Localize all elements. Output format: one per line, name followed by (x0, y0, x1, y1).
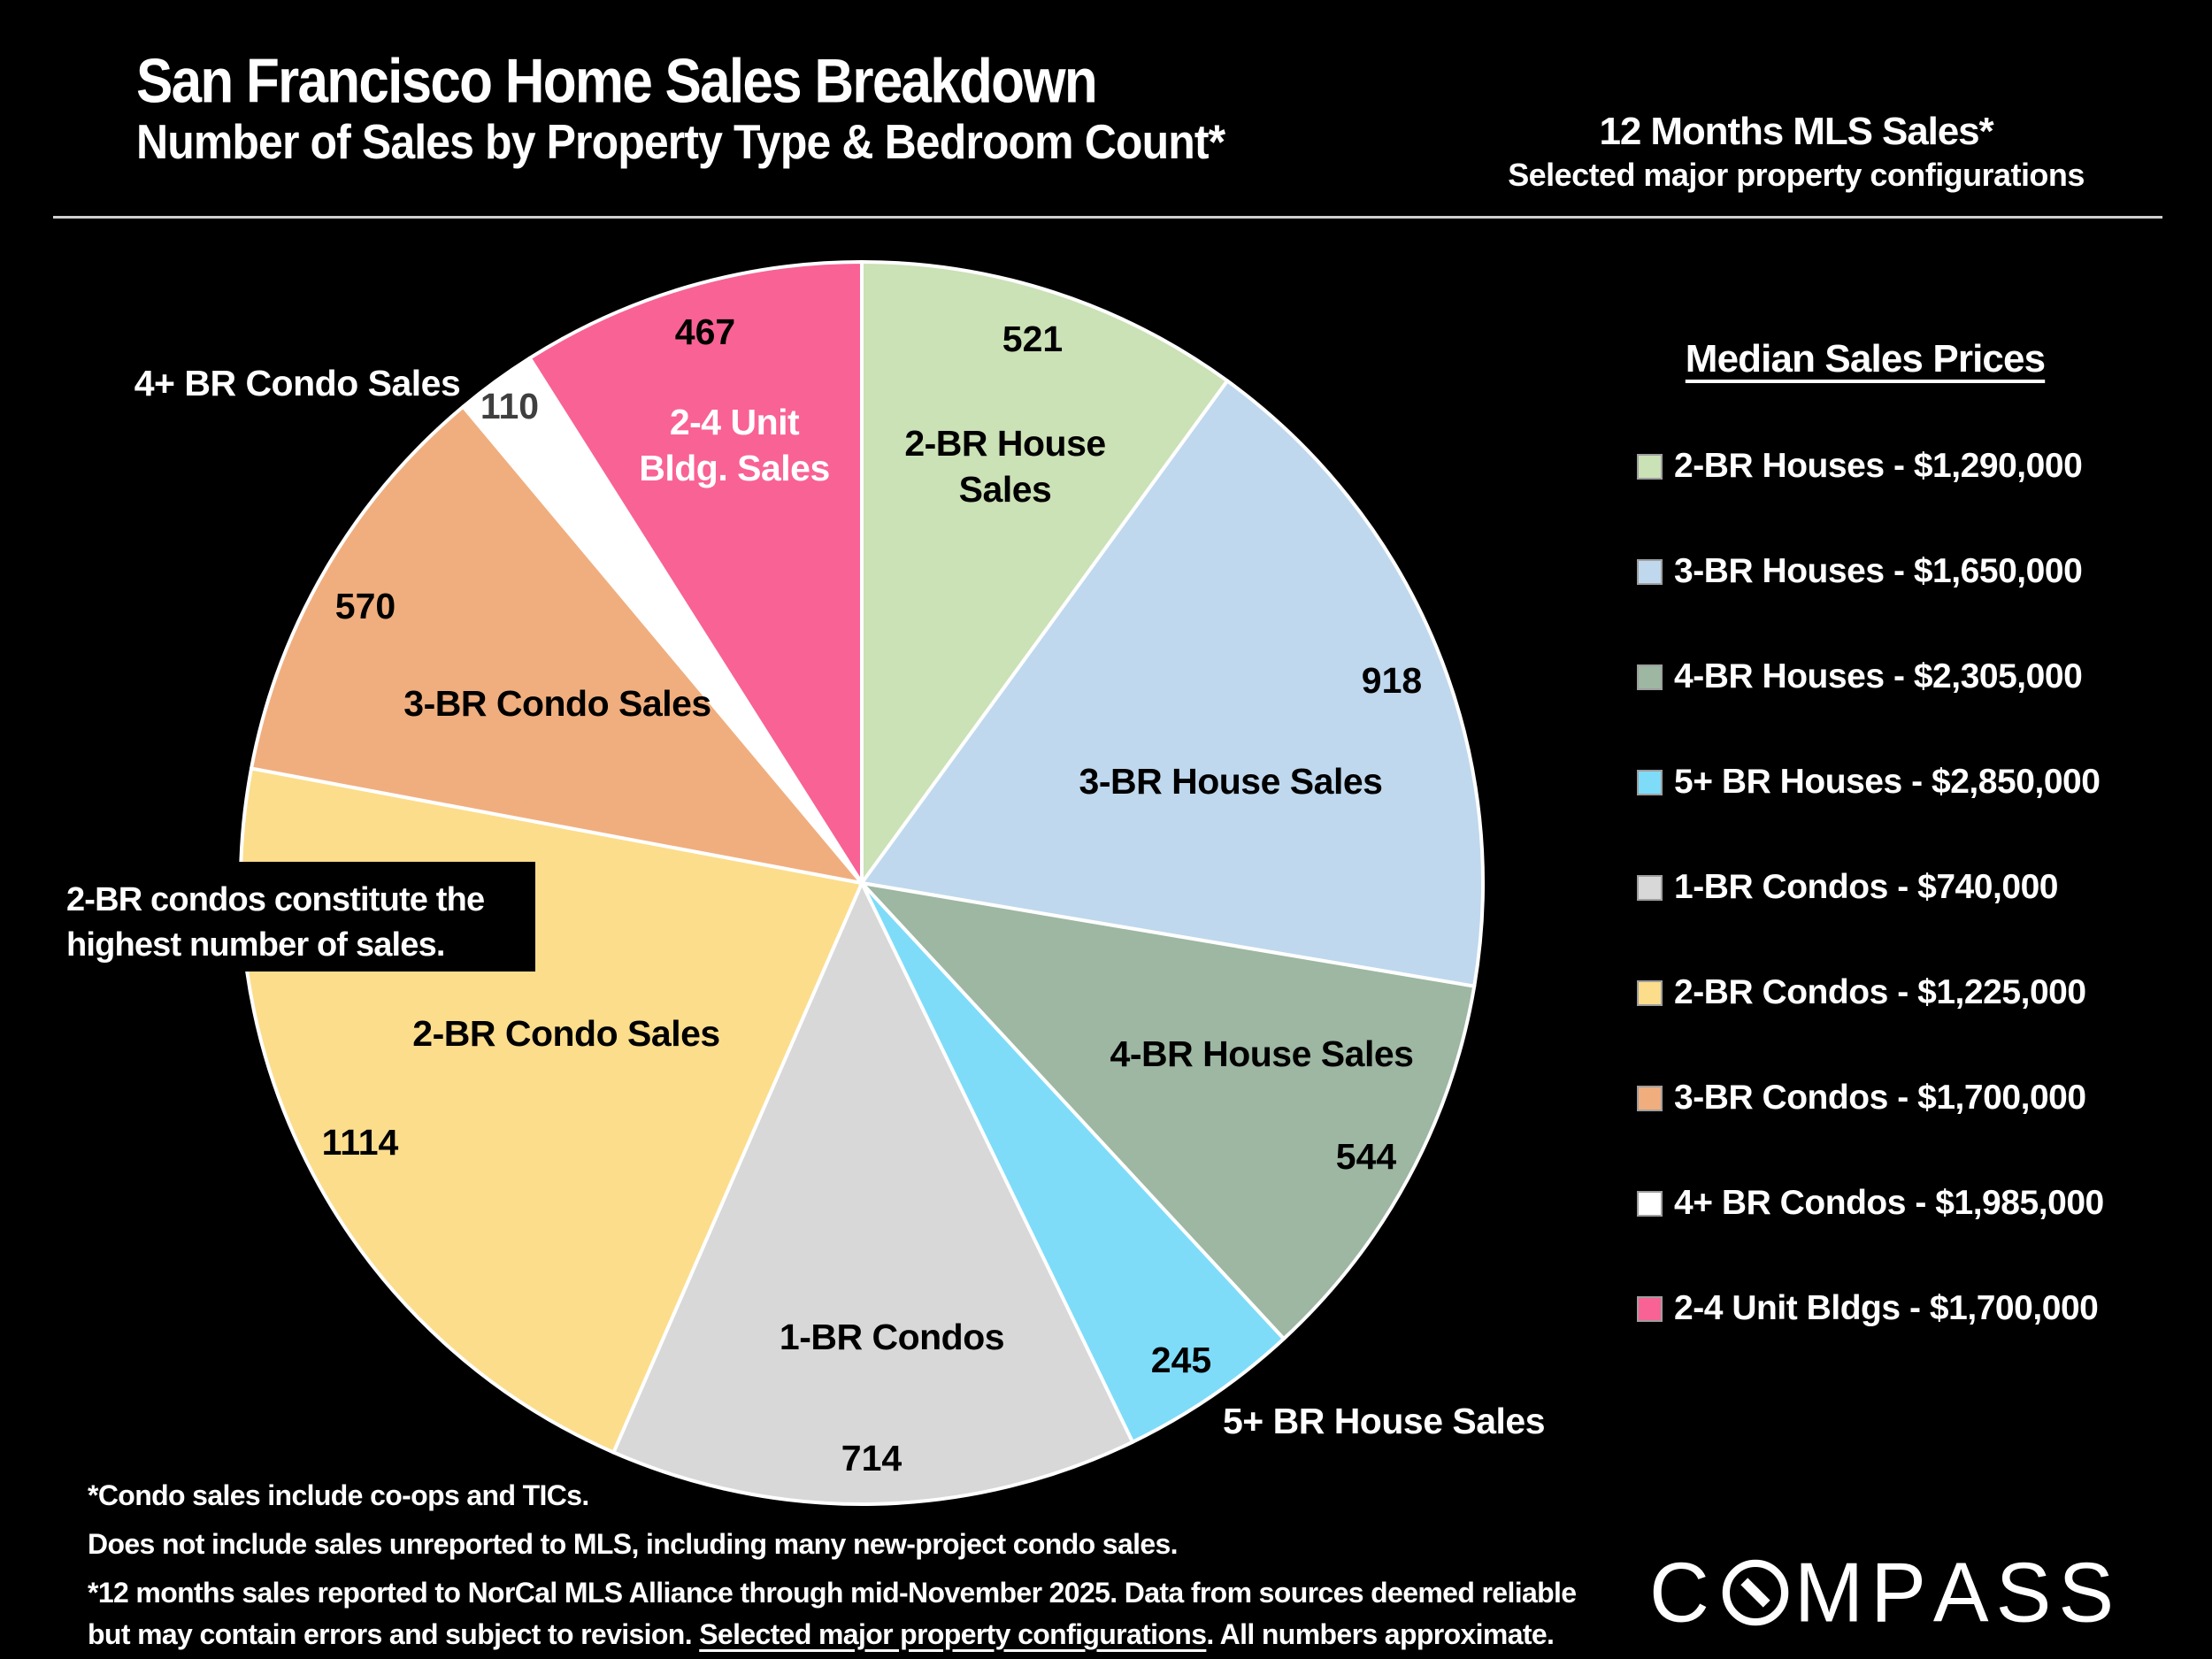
compass-letter: C (1649, 1544, 1709, 1640)
legend-label: 2-BR Condos - $1,225,000 (1674, 973, 2086, 1011)
footnote-condo-sales: *Condo sales include co-ops and TICs. (88, 1479, 589, 1511)
pie-label-2-br-house-sales: 2-BR House Sales (904, 423, 1105, 510)
pie-slice-5-br-house-sales (860, 881, 1286, 1444)
callout-line1: 2-BR condos constitute the (66, 881, 485, 918)
legend-label: 3-BR Condos - $1,700,000 (1674, 1079, 2086, 1117)
compass-letter: S (1995, 1544, 2052, 1640)
pie-value-5-br-house-sales: 245 (1151, 1340, 1211, 1380)
pie-slice-3-br-condo-sales (250, 404, 864, 885)
footnote-mls: Does not include sales unreported to MLS… (88, 1528, 1179, 1560)
pie-value-4-br-condo-sales: 110 (480, 386, 539, 426)
pie-label-5-br-house-sales: 5+ BR House Sales (1223, 1401, 1545, 1441)
compass-letter: S (2058, 1544, 2115, 1640)
header-right: 12 Months MLS Sales* Selected major prop… (1495, 110, 2097, 194)
pie-label-1-br-condos: 1-BR Condos (780, 1317, 1004, 1357)
pie-value-1-br-condos: 714 (841, 1438, 902, 1479)
callout-highest-sales: 2-BR condos constitute the highest numbe… (55, 862, 535, 972)
pie-value-4-br-house-sales: 544 (1336, 1136, 1397, 1177)
pie-slice-4-br-house-sales (860, 881, 1477, 1341)
legend-label: 4-BR Houses - $2,305,000 (1674, 657, 2083, 695)
legend-label: 2-BR Houses - $1,290,000 (1674, 447, 2083, 485)
legend-item-4-br-houses: 4-BR Houses - $2,305,000 (1637, 656, 2104, 698)
legend-item-3-br-condos: 3-BR Condos - $1,700,000 (1637, 1077, 2104, 1119)
page-title: San Francisco Home Sales Breakdown (136, 47, 1098, 117)
compass-letter: M (1793, 1544, 1864, 1640)
footnote-text: . All numbers approximate. (1206, 1618, 1555, 1650)
compass-letter: A (1932, 1544, 1989, 1640)
pie-label-4-br-condo-sales: 4+ BR Condo Sales (134, 363, 461, 403)
compass-o-needle-icon (1722, 1559, 1789, 1626)
legend: 2-BR Houses - $1,290,000 3-BR Houses - $1… (1637, 445, 2104, 1330)
legend-swatch-icon (1637, 769, 1663, 795)
legend-item-3-br-houses: 3-BR Houses - $1,650,000 (1637, 550, 2104, 593)
legend-item-2-br-houses: 2-BR Houses - $1,290,000 (1637, 445, 2104, 488)
header-right-line1: 12 Months MLS Sales* (1599, 110, 1993, 153)
legend-item-2-br-condos: 2-BR Condos - $1,225,000 (1637, 972, 2104, 1014)
pie-value-2-4-unit-bldg-sales: 467 (675, 311, 735, 352)
pie-value-2-br-house-sales: 521 (1002, 319, 1063, 359)
legend-label: 3-BR Houses - $1,650,000 (1674, 552, 2083, 590)
pie-slice-3-br-house-sales (860, 379, 1485, 988)
legend-swatch-icon (1637, 558, 1663, 585)
compass-letter: P (1870, 1544, 1926, 1640)
pie-label-3-br-condo-sales: 3-BR Condo Sales (403, 683, 710, 724)
legend-swatch-icon (1637, 1190, 1663, 1217)
legend-label: 1-BR Condos - $740,000 (1674, 868, 2059, 906)
legend-item-2-4-unit-bldgs: 2-4 Unit Bldgs - $1,700,000 (1637, 1287, 2104, 1330)
legend-item-5-br-houses: 5+ BR Houses - $2,850,000 (1637, 761, 2104, 803)
callout-line2: highest number of sales. (66, 926, 445, 964)
legend-swatch-icon (1637, 453, 1663, 480)
pie-label-4-br-house-sales: 4-BR House Sales (1110, 1033, 1414, 1074)
legend-label: 5+ BR Houses - $2,850,000 (1674, 763, 2101, 801)
legend-swatch-icon (1637, 1295, 1663, 1322)
legend-label: 4+ BR Condos - $1,985,000 (1674, 1184, 2104, 1222)
pie-value-3-br-condo-sales: 570 (335, 586, 396, 626)
footnote-text: but may contain errors and subject to re… (88, 1618, 700, 1650)
legend-item-1-br-condos: 1-BR Condos - $740,000 (1637, 866, 2104, 909)
legend-title: Median Sales Prices (1685, 337, 2046, 380)
pie-value-3-br-house-sales: 918 (1362, 660, 1422, 701)
pie-slice-2-br-house-sales (860, 260, 1230, 885)
footnote-source-line2: but may contain errors and subject to re… (88, 1618, 1555, 1651)
pie-label-2-br-condo-sales: 2-BR Condo Sales (412, 1013, 719, 1054)
header-divider (53, 216, 2162, 219)
page-subtitle: Number of Sales by Property Type & Bedro… (136, 114, 1225, 170)
header-right-line2: Selected major property configurations (1508, 157, 2085, 193)
footnote-source-line1: *12 months sales reported to NorCal MLS … (88, 1577, 1577, 1609)
pie-slice-2-4-unit-bldg-sales (527, 260, 864, 885)
legend-item-4-br-condos: 4+ BR Condos - $1,985,000 (1637, 1182, 2104, 1225)
legend-swatch-icon (1637, 979, 1663, 1006)
legend-swatch-icon (1637, 874, 1663, 901)
pie-label-3-br-house-sales: 3-BR House Sales (1079, 761, 1383, 802)
footnote-underlined-phrase: Selected major property configurations (699, 1618, 1207, 1650)
legend-swatch-icon (1637, 1085, 1663, 1111)
legend-label: 2-4 Unit Bldgs - $1,700,000 (1674, 1289, 2099, 1327)
pie-slice-1-br-condos (611, 881, 1134, 1506)
legend-swatch-icon (1637, 664, 1663, 690)
pie-value-2-br-condo-sales: 1114 (322, 1122, 399, 1163)
pie-label-2-4-unit-bldg-sales: 2-4 Unit Bldg. Sales (639, 402, 830, 488)
